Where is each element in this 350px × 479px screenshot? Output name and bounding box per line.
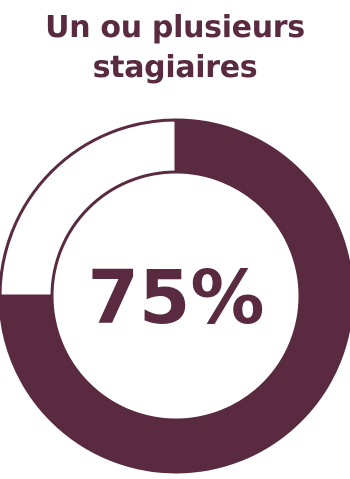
donut-chart: 75% xyxy=(0,118,350,474)
chart-title-line-2: stagiaires xyxy=(92,50,258,85)
chart-title-line-1: Un ou plusieurs xyxy=(45,10,305,45)
chart-title: Un ou plusieurs stagiaires xyxy=(0,8,350,88)
donut-slices xyxy=(0,118,350,474)
donut-slice-1 xyxy=(0,118,350,474)
donut-slice-2 xyxy=(0,118,178,298)
donut-center-label: 75% xyxy=(87,255,264,341)
